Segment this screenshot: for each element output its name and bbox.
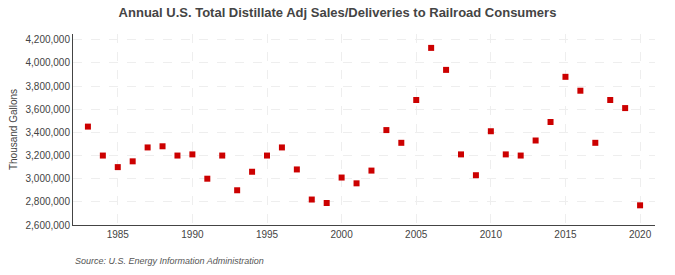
svg-text:2020: 2020	[629, 229, 652, 240]
svg-text:1995: 1995	[256, 229, 279, 240]
svg-text:2005: 2005	[405, 229, 428, 240]
svg-text:3,400,000: 3,400,000	[26, 127, 71, 138]
svg-text:2,600,000: 2,600,000	[26, 220, 71, 231]
svg-text:3,800,000: 3,800,000	[26, 81, 71, 92]
svg-text:1985: 1985	[107, 229, 130, 240]
svg-text:2000: 2000	[330, 229, 353, 240]
svg-text:2010: 2010	[480, 229, 503, 240]
svg-text:2015: 2015	[554, 229, 577, 240]
svg-text:Annual U.S. Total Distillate A: Annual U.S. Total Distillate Adj Sales/D…	[119, 5, 557, 20]
svg-text:2,800,000: 2,800,000	[26, 196, 71, 207]
svg-text:3,600,000: 3,600,000	[26, 104, 71, 115]
svg-text:3,200,000: 3,200,000	[26, 150, 71, 161]
svg-text:1990: 1990	[181, 229, 204, 240]
svg-text:Thousand Gallons: Thousand Gallons	[8, 89, 19, 170]
svg-text:3,000,000: 3,000,000	[26, 173, 71, 184]
svg-text:4,000,000: 4,000,000	[26, 57, 71, 68]
svg-text:4,200,000: 4,200,000	[26, 34, 71, 45]
svg-text:Source: U.S. Energy Informatio: Source: U.S. Energy Information Administ…	[75, 256, 264, 266]
